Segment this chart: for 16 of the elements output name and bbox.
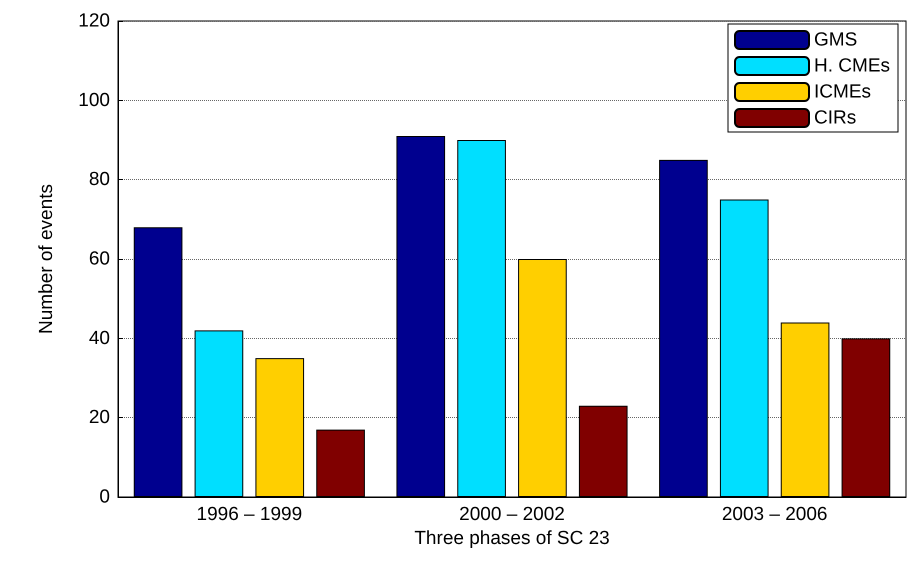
y-tick-label: 100 xyxy=(78,90,110,111)
y-axis-title: Number of events xyxy=(36,184,57,334)
y-tick-label: 0 xyxy=(99,486,110,508)
y-tick-label: 120 xyxy=(78,10,110,32)
y-tick-label: 40 xyxy=(88,328,110,349)
legend-label: ICMEs xyxy=(814,82,871,102)
y-tick-label: 60 xyxy=(88,248,110,270)
y-tick-label: 20 xyxy=(88,407,110,428)
x-tick-label: 2000 – 2002 xyxy=(459,504,565,525)
x-axis-title: Three phases of SC 23 xyxy=(414,528,610,549)
legend-label: GMS xyxy=(814,30,858,50)
x-tick-label: 2003 – 2006 xyxy=(722,504,828,525)
y-tick-label: 80 xyxy=(88,169,110,190)
legend-label: CIRs xyxy=(814,108,856,128)
x-tick-label: 1996 – 1999 xyxy=(196,504,302,525)
legend-label: H. CMEs xyxy=(814,56,890,76)
